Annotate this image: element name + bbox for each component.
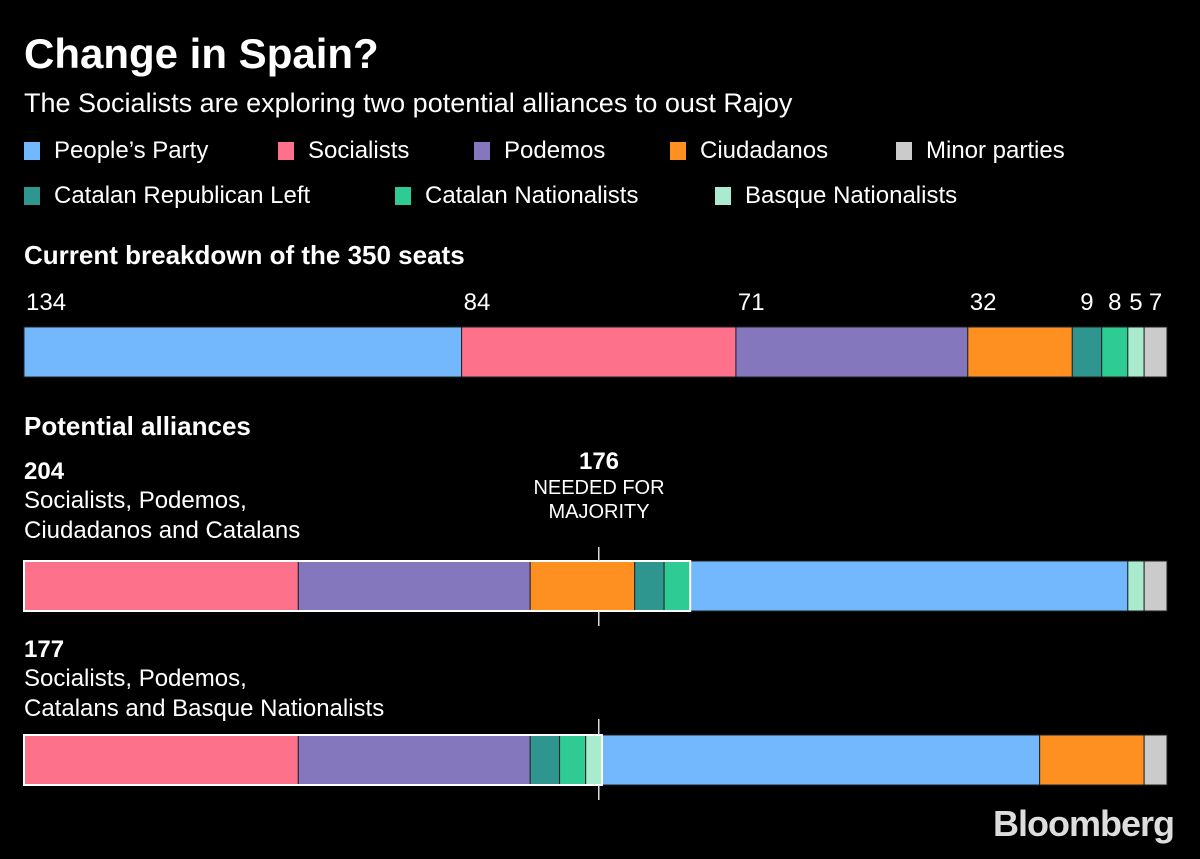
alliance2-bar-segment-cdc xyxy=(559,734,587,786)
alliance2-bar-segment-psoe xyxy=(23,734,299,786)
legend-label: Basque Nationalists xyxy=(745,182,958,209)
legend-item-minor: Minor parties xyxy=(896,137,1065,165)
legend-swatch xyxy=(24,142,40,160)
alliance1-bar-segment-pp xyxy=(689,560,1129,612)
alliance2-bar-segment-pp xyxy=(601,734,1041,786)
majority-annotation: 176 NEEDED FOR MAJORITY xyxy=(499,448,699,523)
current-bar-label-cs: 32 xyxy=(970,289,997,316)
alliance1-bar-segment-psoe xyxy=(23,560,299,612)
legend-swatch xyxy=(24,187,40,205)
alliance2-bar-segment-erc xyxy=(529,734,561,786)
legend-label: Ciudadanos xyxy=(700,137,829,164)
legend-item-erc: Catalan Republican Left xyxy=(24,182,310,210)
alliance2-bar-segment-cs xyxy=(1039,734,1145,786)
alliance2-line2: Catalans and Basque Nationalists xyxy=(24,695,385,722)
legend-label: People’s Party xyxy=(54,137,209,164)
alliance1-bar-segment-podemos xyxy=(297,560,531,612)
current-bar-label-cdc: 8 xyxy=(1108,289,1121,316)
legend-swatch xyxy=(278,142,294,160)
majority-label-2: MAJORITY xyxy=(548,501,650,523)
legend-label: Socialists xyxy=(308,137,410,164)
current-bar-label-podemos: 71 xyxy=(738,289,765,316)
legend-label: Catalan Republican Left xyxy=(54,182,311,209)
alliances-heading: Potential alliances xyxy=(24,411,251,441)
legend-item-podemos: Podemos xyxy=(474,137,605,165)
alliance2-line1: Socialists, Podemos, xyxy=(24,665,247,692)
alliance1-bar-alliance-outline xyxy=(23,560,692,612)
legend-item-cdc: Catalan Nationalists xyxy=(395,182,638,210)
legend-swatch xyxy=(670,142,686,160)
alliance2-total: 177 xyxy=(24,636,65,663)
current-bar-label-erc: 9 xyxy=(1080,289,1093,316)
legend-swatch xyxy=(896,142,912,160)
current-bar-segment-pp xyxy=(23,326,463,378)
alliance1-bar-segment-cdc xyxy=(663,560,691,612)
majority-value: 176 xyxy=(578,448,620,475)
alliance1-line2: Ciudadanos and Catalans xyxy=(24,517,301,544)
current-bar-segment-podemos xyxy=(735,326,969,378)
current-bar-segment-erc xyxy=(1071,326,1103,378)
alliance2-label: 177 Socialists, Podemos, Catalans and Ba… xyxy=(24,636,384,724)
alliance1-bar-segment-cs xyxy=(529,560,636,612)
chart-title: Change in Spain? xyxy=(24,30,379,77)
legend-swatch xyxy=(395,187,411,205)
legend-item-pnv: Basque Nationalists xyxy=(715,182,957,210)
alliance2-bar-segment-podemos xyxy=(297,734,531,786)
current-bar-segment-minor xyxy=(1143,326,1168,378)
majority-label-1: NEEDED FOR xyxy=(533,477,665,499)
legend-label: Podemos xyxy=(504,137,606,164)
legend-label: Catalan Nationalists xyxy=(425,182,639,209)
current-bar-segment-cdc xyxy=(1101,326,1129,378)
legend-label: Minor parties xyxy=(926,137,1065,164)
alliance2-bar-alliance-outline xyxy=(23,734,604,786)
current-bar-label-minor: 7 xyxy=(1149,289,1162,316)
current-bar-label-psoe: 84 xyxy=(464,289,491,316)
current-heading: Current breakdown of the 350 seats xyxy=(24,240,465,270)
chart-subtitle: The Socialists are exploring two potenti… xyxy=(24,88,793,118)
current-bar-segment-cs xyxy=(967,326,1073,378)
current-bar-segment-pnv xyxy=(1127,326,1145,378)
current-bar-label-pnv: 5 xyxy=(1129,289,1142,316)
alliance1-label: 204 Socialists, Podemos, Ciudadanos and … xyxy=(24,458,300,546)
alliance2-bar-segment-minor xyxy=(1143,734,1168,786)
legend-item-cs: Ciudadanos xyxy=(670,137,828,165)
alliance1-bar-segment-minor xyxy=(1143,560,1168,612)
legend-swatch xyxy=(715,187,731,205)
alliance1-total: 204 xyxy=(24,458,65,485)
current-bar-segment-psoe xyxy=(461,326,737,378)
alliance2-bar-segment-pnv xyxy=(585,734,603,786)
alliance1-bar-segment-pnv xyxy=(1127,560,1145,612)
alliance1-bar-segment-erc xyxy=(634,560,665,612)
alliance1-line1: Socialists, Podemos, xyxy=(24,487,247,514)
legend-swatch xyxy=(474,142,490,160)
legend-item-pp: People’s Party xyxy=(24,137,208,165)
legend-item-psoe: Socialists xyxy=(278,137,409,165)
current-bar-label-pp: 134 xyxy=(26,289,66,316)
bloomberg-logo: Bloomberg xyxy=(992,803,1175,844)
